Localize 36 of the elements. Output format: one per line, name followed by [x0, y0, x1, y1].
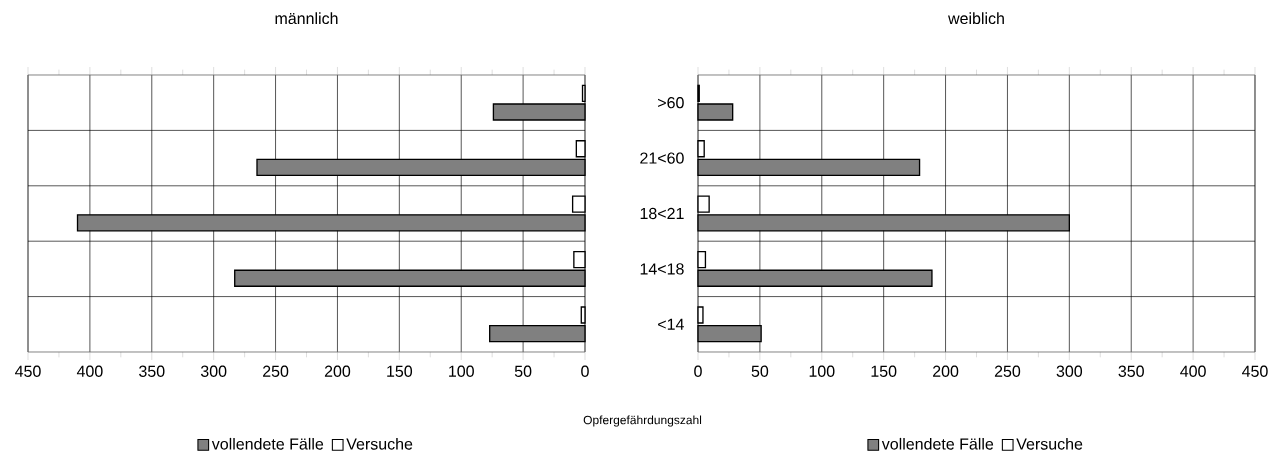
chart-title: männlich — [275, 12, 338, 25]
legend-label: Versuche — [346, 437, 413, 450]
x-tick-label: 450 — [1242, 365, 1268, 377]
y-tick-label: 18<21 — [640, 207, 684, 220]
x-axis-title: Opfergefährdungszahl — [583, 415, 702, 427]
x-tick-label: 350 — [139, 365, 165, 377]
bar — [573, 250, 586, 269]
legend-label: Versuche — [1016, 437, 1083, 450]
bar — [697, 140, 705, 158]
bar — [697, 250, 707, 269]
legend-label: vollendete Fälle — [211, 437, 324, 450]
legend-label: vollendete Fälle — [881, 437, 994, 450]
x-tick-label: 150 — [387, 365, 413, 377]
x-tick-label: 300 — [200, 365, 227, 377]
x-tick-label: 300 — [1056, 365, 1083, 377]
y-tick-label: 14<18 — [640, 263, 684, 275]
y-tick-label: >60 — [658, 96, 684, 109]
x-tick-label: 350 — [1118, 365, 1144, 377]
x-tick-label: 50 — [751, 365, 769, 377]
x-tick-label: 150 — [871, 365, 897, 377]
y-tick-label: <14 — [658, 318, 684, 330]
x-tick-label: 400 — [76, 365, 103, 377]
x-tick-label: 400 — [1180, 365, 1206, 377]
y-tick-label: 21<60 — [640, 152, 684, 164]
x-tick-label: 50 — [514, 365, 532, 377]
x-tick-label: 200 — [933, 365, 959, 377]
x-tick-label: 250 — [994, 365, 1021, 377]
chart-title: weiblich — [948, 12, 1004, 25]
x-tick-label: 0 — [581, 365, 589, 377]
x-tick-label: 200 — [324, 365, 351, 377]
x-tick-label: 100 — [809, 365, 835, 377]
bar — [575, 140, 586, 158]
x-tick-label: 0 — [694, 365, 702, 377]
x-tick-label: 100 — [449, 365, 474, 377]
x-tick-label: 250 — [263, 365, 289, 377]
x-tick-label: 450 — [15, 365, 41, 377]
